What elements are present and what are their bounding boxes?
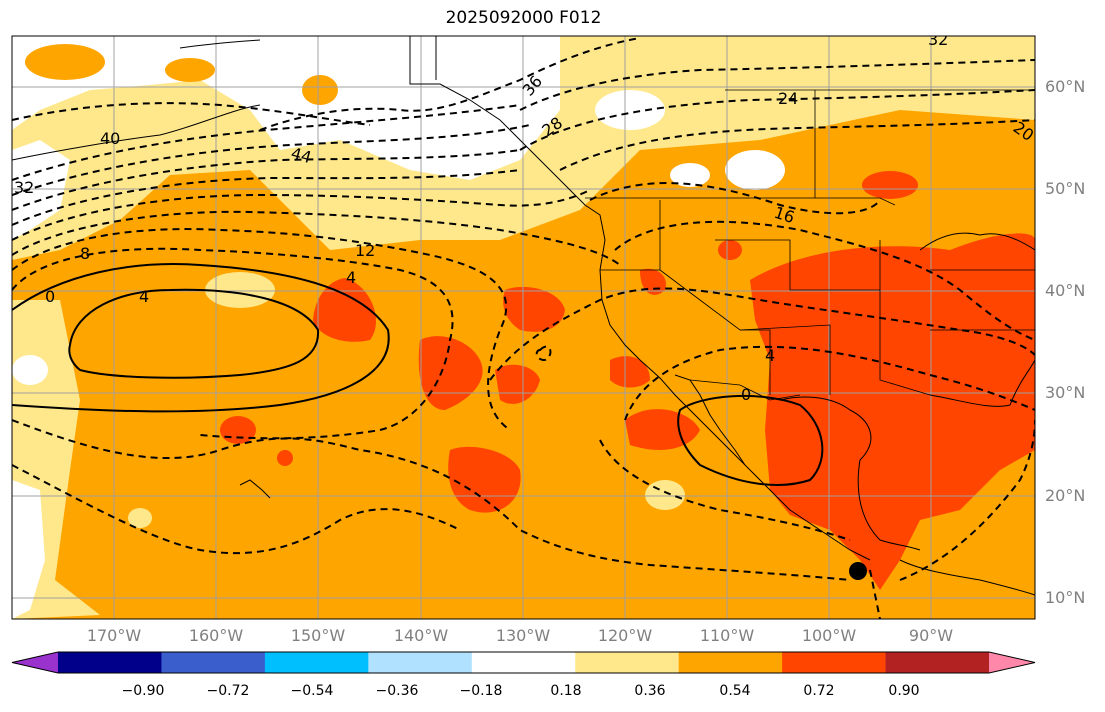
contour-label-32-east: 32	[928, 30, 948, 49]
lon-label-160w: 160°W	[188, 626, 244, 645]
contour-label-0-west: 0	[45, 287, 55, 306]
map-panel: 40 44 32 8 0 4 4 12 36 28 24 16 32 20 4 …	[12, 30, 1035, 619]
contour-label-4-inner: 4	[139, 287, 149, 306]
colorbar-segment	[264, 652, 369, 673]
colorbar-segment	[161, 652, 266, 673]
colorbar-tick-label: 0.54	[719, 683, 751, 699]
lon-label-110w: 110°W	[699, 626, 755, 645]
colorbar-segment	[678, 652, 783, 673]
lat-label-30n: 30°N	[1045, 383, 1086, 402]
contour-label-0-mexico: 0	[741, 385, 751, 404]
contour-label-32-west: 32	[14, 178, 34, 197]
contour-label-44: 44	[289, 144, 314, 168]
colorbar-segment	[782, 652, 887, 673]
colorbar-segment	[575, 652, 680, 673]
contour-label-12: 12	[355, 241, 375, 260]
field-fill-white	[12, 36, 785, 619]
lon-label-140w: 140°W	[393, 626, 449, 645]
colorbar-tick-label: −0.18	[459, 683, 503, 699]
colorbar-segment	[368, 652, 473, 673]
colorbar-tick-label: −0.90	[121, 683, 165, 699]
colorbar-outline	[11, 651, 1036, 674]
lat-label-50n: 50°N	[1045, 179, 1086, 198]
colorbar-segment	[12, 652, 58, 673]
lat-label-10n: 10°N	[1045, 588, 1086, 607]
colorbar-tick-label: −0.54	[290, 683, 334, 699]
lon-label-90w: 90°W	[908, 626, 954, 645]
contour-label-8: 8	[80, 244, 90, 263]
lon-label-120w: 120°W	[597, 626, 653, 645]
lat-label-60n: 60°N	[1045, 77, 1086, 96]
map-title: 2025092000 F012	[445, 8, 602, 28]
lat-label-40n: 40°N	[1045, 281, 1086, 300]
colorbar-segment	[471, 652, 576, 673]
colorbar-tick-label: −0.72	[206, 683, 250, 699]
lat-label-20n: 20°N	[1045, 486, 1086, 505]
colorbar-tick-label: 0.72	[803, 683, 835, 699]
contours	[12, 37, 1035, 619]
borders	[585, 89, 1035, 401]
lon-label-130w: 130°W	[495, 626, 551, 645]
contour-label-24: 24	[778, 89, 798, 108]
colorbar-segment	[58, 652, 162, 673]
colorbar-tick-label: −0.36	[375, 683, 419, 699]
colorbar-tick-label: 0.36	[634, 683, 666, 699]
colorbar-segment	[885, 652, 990, 673]
colorbar-segment	[989, 652, 1035, 673]
contour-label-4-mexico: 4	[765, 346, 775, 365]
graticule	[12, 36, 1035, 619]
colorbar-tick-label: 0.90	[888, 683, 920, 699]
colorbar-tick-label: 0.18	[550, 683, 582, 699]
storm-marker	[849, 562, 867, 580]
colorbar	[11, 651, 1036, 674]
map-frame	[11, 35, 1036, 620]
lon-label-150w: 150°W	[290, 626, 346, 645]
lon-label-170w: 170°W	[86, 626, 142, 645]
contour-label-40: 40	[100, 129, 120, 148]
lon-label-100w: 100°W	[801, 626, 857, 645]
field-fill-red	[220, 171, 1035, 590]
contour-label-4-outer: 4	[346, 268, 356, 287]
